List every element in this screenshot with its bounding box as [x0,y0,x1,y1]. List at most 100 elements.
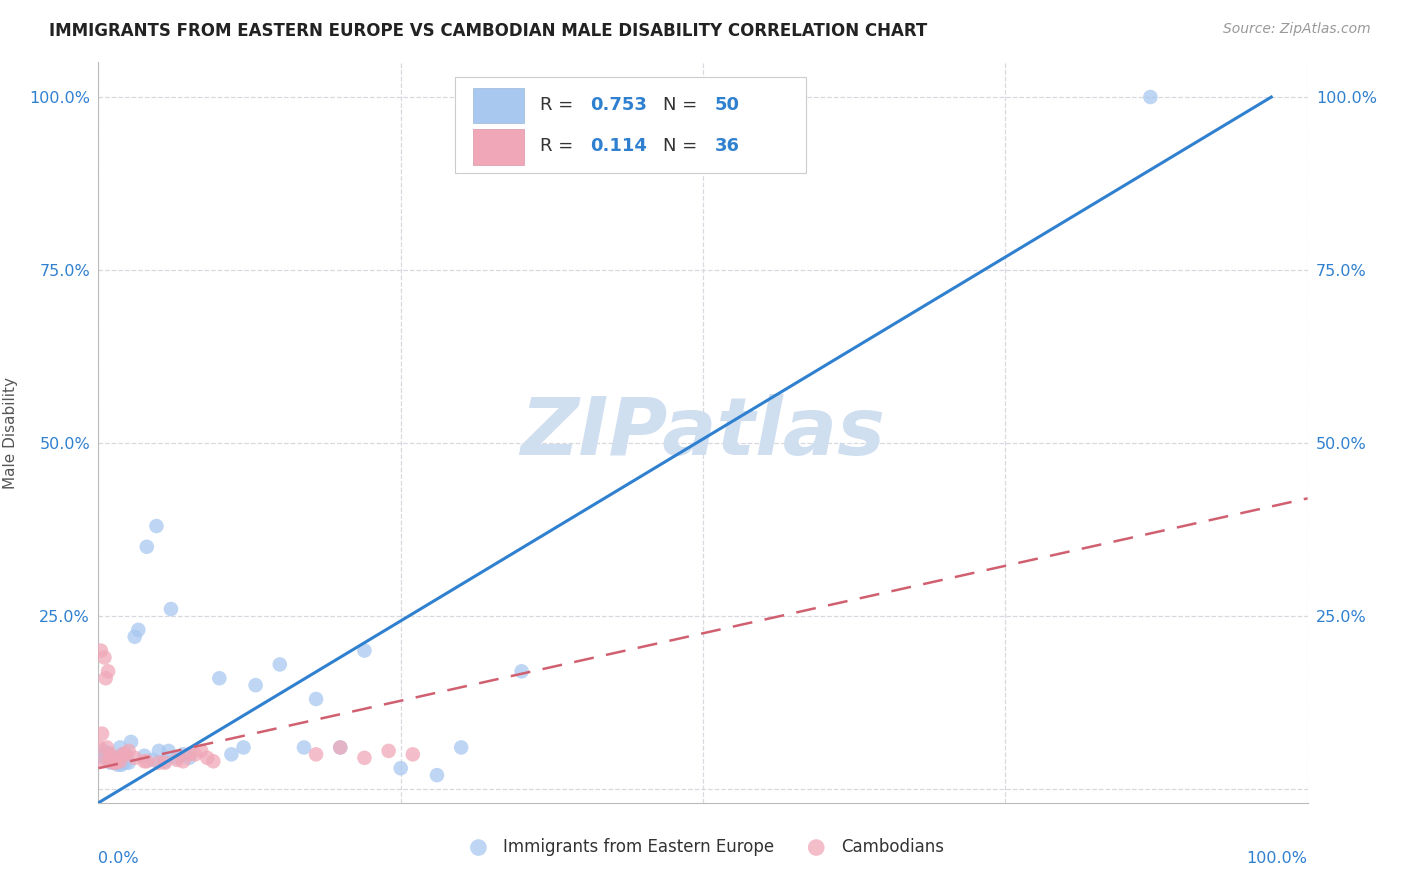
Point [202,754,225,768]
Point [402,747,425,762]
Point [353,751,375,765]
Text: 0.114: 0.114 [591,137,647,155]
Point [104,754,127,768]
FancyBboxPatch shape [474,87,524,123]
Point [105,753,128,767]
Point [124,751,146,765]
Text: 36: 36 [716,137,740,155]
Point [89,740,111,755]
Point [120,735,142,749]
Point [108,756,131,770]
Point [93,650,115,665]
Point [100,747,122,762]
Point [127,623,149,637]
Point [172,754,194,768]
Point [96,748,118,763]
Point [103,756,125,770]
Point [160,602,183,616]
Point [91,744,114,758]
Point [94,671,117,685]
Point [305,692,328,706]
Point [115,747,138,762]
Point [329,740,352,755]
Point [208,671,231,685]
Point [105,753,128,767]
Point [98,754,121,768]
Point [91,748,114,763]
Text: 100.0%: 100.0% [1247,851,1308,866]
Point [353,643,375,657]
Point [377,744,399,758]
Point [96,740,118,755]
Text: ZIPatlas: ZIPatlas [520,393,886,472]
Point [232,740,254,755]
Point [91,754,114,768]
Point [118,744,141,758]
Point [100,751,122,765]
Point [292,740,315,755]
Point [98,754,121,768]
Point [157,744,180,758]
Point [190,744,212,758]
Point [101,751,124,765]
Y-axis label: Male Disability: Male Disability [3,376,18,489]
Point [221,747,243,762]
Text: 0.753: 0.753 [591,95,647,113]
Point [450,740,472,755]
Point [153,754,176,768]
Point [510,665,533,679]
Point [100,753,122,767]
Point [111,747,134,762]
Point [172,747,194,762]
Point [101,754,124,768]
Point [108,754,131,768]
Text: 50: 50 [716,95,740,113]
Point [135,754,157,768]
Point [94,747,117,762]
Text: 0.0%: 0.0% [98,851,139,866]
Point [135,540,157,554]
Point [134,754,156,768]
Point [114,747,136,762]
Point [329,740,352,755]
Point [103,756,125,770]
Point [108,740,131,755]
Point [148,756,170,770]
Point [179,751,201,765]
Text: N =: N = [664,137,703,155]
Point [97,665,120,679]
Text: Source: ZipAtlas.com: Source: ZipAtlas.com [1223,22,1371,37]
Point [389,761,412,775]
Point [111,747,134,762]
Text: R =: R = [540,95,579,113]
Legend: Immigrants from Eastern Europe, Cambodians: Immigrants from Eastern Europe, Cambodia… [456,831,950,863]
Point [269,657,291,672]
Point [97,746,120,760]
Point [104,756,127,770]
Point [91,726,114,740]
Text: R =: R = [540,137,579,155]
Point [110,757,132,772]
Point [426,768,449,782]
Point [245,678,267,692]
Text: IMMIGRANTS FROM EASTERN EUROPE VS CAMBODIAN MALE DISABILITY CORRELATION CHART: IMMIGRANTS FROM EASTERN EUROPE VS CAMBOD… [49,22,928,40]
Point [166,751,188,765]
Point [166,753,188,767]
FancyBboxPatch shape [456,78,806,173]
Point [148,744,170,758]
Point [134,748,156,763]
Point [153,756,176,770]
Point [93,751,115,765]
Text: N =: N = [664,95,703,113]
Point [142,753,165,767]
Point [184,747,207,762]
FancyBboxPatch shape [474,129,524,165]
Point [100,756,122,770]
Point [118,756,141,770]
Point [195,751,218,765]
Point [1139,90,1161,104]
Point [124,630,146,644]
Point [305,747,328,762]
Point [114,756,136,770]
Point [145,519,167,533]
